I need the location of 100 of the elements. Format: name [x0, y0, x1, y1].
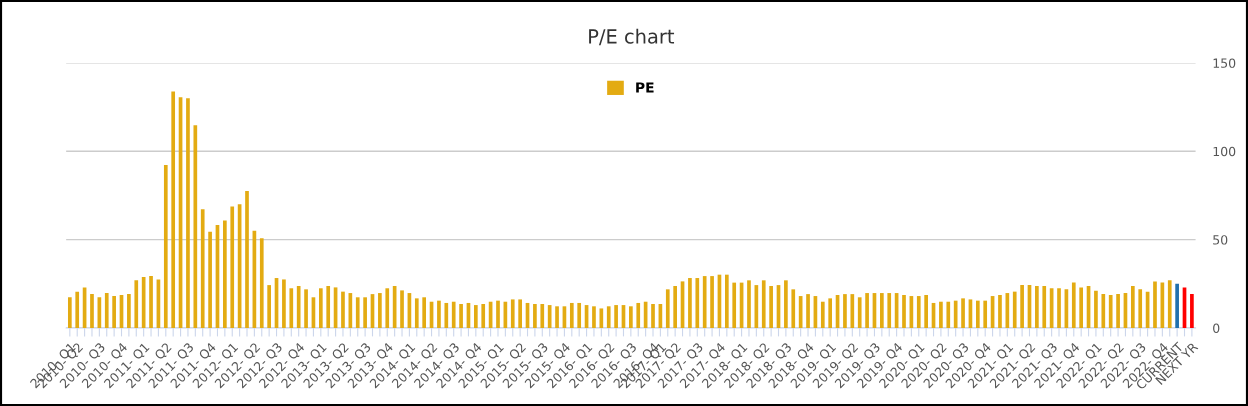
bar	[1042, 285, 1047, 329]
bar	[481, 304, 486, 329]
bar	[702, 276, 707, 329]
bar	[510, 299, 515, 329]
bar	[1005, 293, 1010, 329]
bar	[186, 98, 190, 329]
bar	[282, 279, 286, 329]
bar	[747, 280, 751, 329]
bar	[555, 306, 559, 329]
y-tick-label: 0	[1213, 323, 1220, 333]
bar	[1116, 294, 1120, 329]
bar	[245, 191, 249, 329]
bar	[90, 294, 94, 329]
bar	[1057, 288, 1061, 329]
bar	[1190, 294, 1194, 329]
bar	[296, 285, 301, 329]
bar	[1108, 295, 1113, 329]
bar	[149, 276, 153, 329]
bar	[141, 276, 146, 329]
bar	[880, 293, 884, 329]
bar	[998, 295, 1002, 329]
bar	[304, 289, 308, 329]
bar	[887, 293, 892, 329]
bar	[474, 305, 478, 329]
bar	[924, 295, 928, 329]
bar	[230, 206, 235, 329]
bar	[784, 280, 788, 329]
bar	[363, 297, 367, 329]
bar	[1079, 287, 1084, 329]
bar	[518, 299, 522, 329]
bar	[820, 301, 825, 329]
bar	[1175, 283, 1179, 329]
legend-label: PE	[636, 82, 654, 93]
bar	[547, 305, 552, 329]
bar	[983, 300, 988, 329]
bar	[857, 297, 862, 329]
bar	[163, 164, 168, 329]
bar	[724, 274, 729, 329]
bar	[422, 297, 427, 329]
bar	[843, 294, 847, 329]
bar	[850, 294, 855, 329]
bar	[496, 300, 500, 329]
bar	[355, 297, 360, 329]
bar	[437, 300, 441, 329]
bar	[533, 304, 537, 329]
bar	[599, 308, 604, 329]
bar	[326, 285, 331, 329]
bar	[259, 238, 264, 329]
bar	[400, 290, 404, 329]
bar	[1094, 290, 1098, 329]
bar	[341, 291, 345, 329]
chart-title: P/E chart	[589, 28, 675, 46]
bar	[1071, 282, 1076, 329]
y-tick-label: 50	[1213, 235, 1228, 245]
bar	[761, 280, 766, 329]
bar	[414, 298, 419, 329]
bar	[791, 289, 796, 329]
bar	[606, 306, 611, 329]
bar	[1130, 285, 1135, 329]
bar	[67, 297, 72, 329]
bar	[732, 282, 737, 329]
bar	[614, 305, 618, 329]
bar	[223, 220, 227, 329]
bar	[451, 301, 456, 329]
bar	[459, 304, 463, 329]
bar	[193, 125, 198, 329]
bar	[592, 306, 596, 329]
bar	[1101, 294, 1106, 329]
bar	[540, 304, 545, 329]
bar	[806, 294, 810, 329]
bar	[710, 276, 714, 329]
bar	[104, 293, 109, 329]
bar	[200, 209, 205, 329]
bar	[378, 293, 382, 329]
bar	[1167, 280, 1172, 329]
y-tick-label: 100	[1213, 146, 1236, 157]
bar	[171, 91, 176, 329]
bar	[318, 288, 323, 329]
bar	[1020, 285, 1024, 329]
bar	[636, 302, 641, 329]
bar	[629, 306, 633, 329]
bar	[946, 301, 951, 329]
bar	[695, 278, 700, 329]
bar	[651, 304, 655, 329]
bar	[127, 294, 131, 329]
bar	[769, 285, 773, 329]
bar	[939, 301, 943, 329]
bar	[1035, 285, 1039, 329]
bar	[673, 285, 677, 329]
bar	[865, 293, 869, 329]
bar	[267, 285, 271, 329]
bar	[688, 278, 692, 329]
bar	[289, 288, 294, 329]
bar	[208, 231, 212, 329]
bar	[577, 302, 582, 329]
bar	[828, 298, 833, 329]
bar	[385, 288, 390, 329]
bar	[1138, 289, 1143, 329]
bar	[916, 296, 921, 329]
bar	[953, 300, 958, 329]
